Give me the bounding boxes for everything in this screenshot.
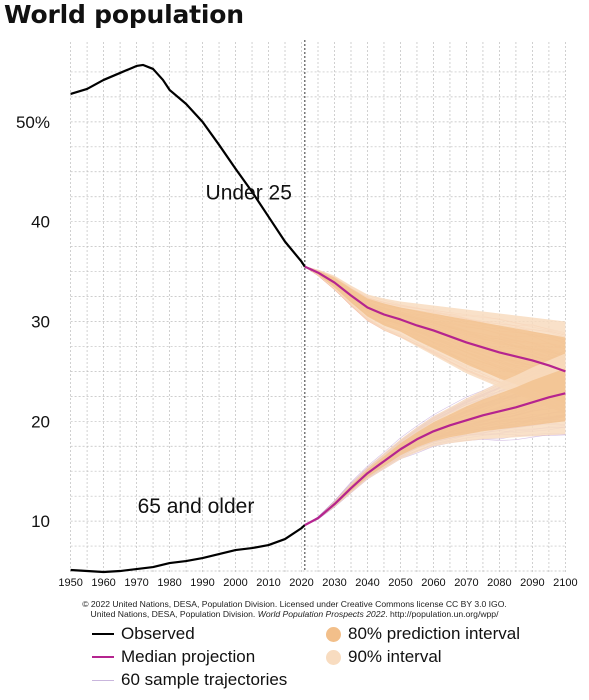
x-tick-label: 2070 <box>454 577 478 589</box>
y-tick-label: 20 <box>31 412 50 431</box>
y-tick-label: 40 <box>31 213 50 232</box>
y-tick-label: 10 <box>31 512 50 531</box>
legend: Observed Median projection 60 sample tra… <box>0 622 589 700</box>
annotations: Under 25 65 and older <box>138 182 292 518</box>
x-tick-label: 2030 <box>322 577 346 589</box>
legend-swatch-pi90 <box>326 649 341 665</box>
x-tick-label: 2020 <box>289 577 313 589</box>
annotation-1: 65 and older <box>138 495 255 518</box>
x-tick-label: 2090 <box>520 577 544 589</box>
sample-trajectory <box>304 433 566 526</box>
chart-title: World population <box>4 0 244 29</box>
sample-trajectory <box>304 434 566 526</box>
prediction-intervals <box>304 266 566 526</box>
y-tick-label: 30 <box>31 312 50 331</box>
median-line-0 <box>304 265 566 373</box>
annotation-0: Under 25 <box>206 182 292 205</box>
legend-swatch-observed <box>92 633 114 635</box>
observed-line-1 <box>70 524 306 574</box>
pi80-band-0 <box>304 266 566 404</box>
x-tick-label: 1990 <box>190 577 214 589</box>
credit-line-2: United Nations, DESA, Population Divisio… <box>0 609 589 619</box>
x-tick-label: 2010 <box>256 577 280 589</box>
legend-item-median: Median projection <box>92 647 255 667</box>
legend-item-samples: 60 sample trajectories <box>92 670 287 690</box>
series-lines <box>70 63 566 574</box>
legend-label-median: Median projection <box>121 647 256 666</box>
legend-swatch-median <box>92 656 114 658</box>
credit-line-2-post: . http://population.un.org/wpp/ <box>385 609 499 619</box>
x-tick-label: 1980 <box>157 577 181 589</box>
x-tick-label: 1970 <box>124 577 148 589</box>
median-line-1 <box>304 392 566 527</box>
credit-line-2-italic: World Population Prospects 2022 <box>257 609 386 619</box>
x-tick-label: 2000 <box>223 577 247 589</box>
credit-line-2-pre: United Nations, DESA, Population Divisio… <box>90 609 256 619</box>
pi80-band-1 <box>304 368 566 526</box>
legend-item-pi90: 90% interval <box>326 647 442 667</box>
grid-lines <box>70 40 566 572</box>
x-tick-label: 1960 <box>91 577 115 589</box>
observed-line-0 <box>70 63 306 268</box>
credit-note: © 2022 United Nations, DESA, Population … <box>0 599 589 619</box>
credit-line-1: © 2022 United Nations, DESA, Population … <box>82 599 507 609</box>
legend-item-observed: Observed <box>92 624 195 644</box>
legend-swatch-pi80 <box>326 626 341 642</box>
legend-label-pi90: 90% interval <box>348 647 442 666</box>
legend-item-pi80: 80% prediction interval <box>326 624 520 644</box>
legend-label-observed: Observed <box>121 624 195 643</box>
x-tick-label: 2060 <box>421 577 445 589</box>
y-tick-label: 50% <box>16 113 50 132</box>
x-tick-label: 2040 <box>355 577 379 589</box>
x-tick-label: 2100 <box>553 577 577 589</box>
legend-swatch-samples <box>92 679 114 681</box>
x-tick-label: 2080 <box>487 577 511 589</box>
x-tick-label: 1950 <box>58 577 82 589</box>
sample-trajectory <box>304 433 566 526</box>
legend-label-pi80: 80% prediction interval <box>348 624 520 643</box>
x-tick-label: 2050 <box>388 577 412 589</box>
legend-label-samples: 60 sample trajectories <box>121 670 288 689</box>
